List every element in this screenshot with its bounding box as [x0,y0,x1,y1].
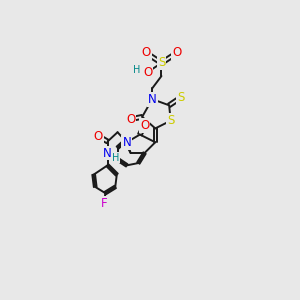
Text: H: H [133,65,140,75]
Text: N: N [103,146,112,160]
Text: O: O [141,46,151,59]
Text: O: O [126,113,135,126]
Text: O: O [143,66,152,79]
Text: S: S [167,114,174,127]
Text: O: O [94,130,103,142]
Text: N: N [122,136,131,149]
Text: O: O [172,46,182,59]
Text: O: O [140,119,149,132]
Text: H: H [112,153,119,163]
Text: F: F [101,197,108,210]
Text: S: S [158,56,165,69]
Text: S: S [177,91,184,104]
Text: N: N [148,93,157,106]
